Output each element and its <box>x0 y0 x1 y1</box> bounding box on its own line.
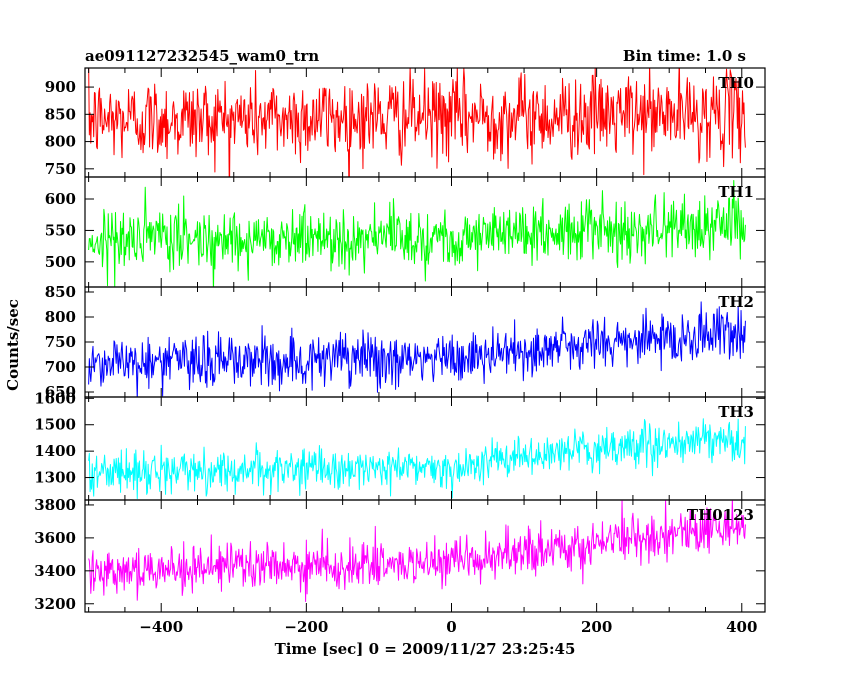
series-line-th3 <box>88 418 746 500</box>
y-tick-label: 3400 <box>34 562 76 580</box>
panel-th3: 1300 1400 1500 1600 TH3 <box>34 389 766 501</box>
panel-label-th2: TH2 <box>718 293 754 311</box>
y-tick-label: 650 <box>45 383 76 401</box>
y-tick-label: 750 <box>45 333 76 351</box>
panel-th2: 650 700 750 800 850 TH2 <box>45 283 766 401</box>
x-tick-label: 0 <box>446 618 456 636</box>
panel-th0123: 3200 3400 3600 3800 TH0123 <box>34 496 766 613</box>
series-line-th0123 <box>88 500 746 603</box>
panel-label-th0: TH0 <box>718 74 754 92</box>
panel-label-th0123: TH0123 <box>687 506 754 524</box>
y-tick-label: 600 <box>45 190 76 208</box>
x-tick-label: 400 <box>726 618 757 636</box>
y-tick-label: 3200 <box>34 595 76 613</box>
y-tick-label: 750 <box>45 160 76 178</box>
x-tick-label: −400 <box>139 618 183 636</box>
series-line-th1 <box>88 180 746 287</box>
y-tick-label: 500 <box>45 253 76 271</box>
panel-label-th3: TH3 <box>718 403 754 421</box>
y-tick-label: 850 <box>45 283 76 301</box>
panel-label-th1: TH1 <box>718 183 754 201</box>
panel-th0: 750 800 850 900 TH0 <box>45 67 766 178</box>
y-tick-label: 3600 <box>34 529 76 547</box>
y-tick-label: 3800 <box>34 496 76 514</box>
y-tick-label: 1300 <box>34 469 76 487</box>
y-tick-label: 850 <box>45 105 76 123</box>
bin-time-label: Bin time: 1.0 s <box>623 47 746 65</box>
x-axis: −400 −200 0 200 400 <box>139 618 757 636</box>
x-tick-label: −200 <box>284 618 328 636</box>
plot-title: ae091127232545_wam0_trn <box>85 47 319 65</box>
series-line-th0 <box>88 68 746 177</box>
y-tick-label: 1400 <box>34 442 76 460</box>
y-tick-label: 800 <box>45 308 76 326</box>
y-tick-label: 550 <box>45 221 76 239</box>
y-tick-label: 1600 <box>34 389 76 407</box>
series-line-th2 <box>88 301 746 397</box>
x-axis-label: Time [sec] 0 = 2009/11/27 23:25:45 <box>275 640 576 658</box>
panel-frame <box>84 396 766 501</box>
panel-frame <box>84 499 766 613</box>
y-tick-label: 800 <box>45 133 76 151</box>
y-tick-label: 900 <box>45 78 76 96</box>
x-tick-label: 200 <box>581 618 612 636</box>
panel-th1: 500 550 600 TH1 <box>45 176 766 288</box>
panel-stack: 750 800 850 900 TH0 500 550 600 TH1 650 700 750 800 8… <box>34 67 766 613</box>
y-tick-label: 1500 <box>34 416 76 434</box>
y-axis-label: Counts/sec <box>4 299 22 391</box>
y-tick-label: 700 <box>45 358 76 376</box>
panel-frame <box>84 286 766 398</box>
